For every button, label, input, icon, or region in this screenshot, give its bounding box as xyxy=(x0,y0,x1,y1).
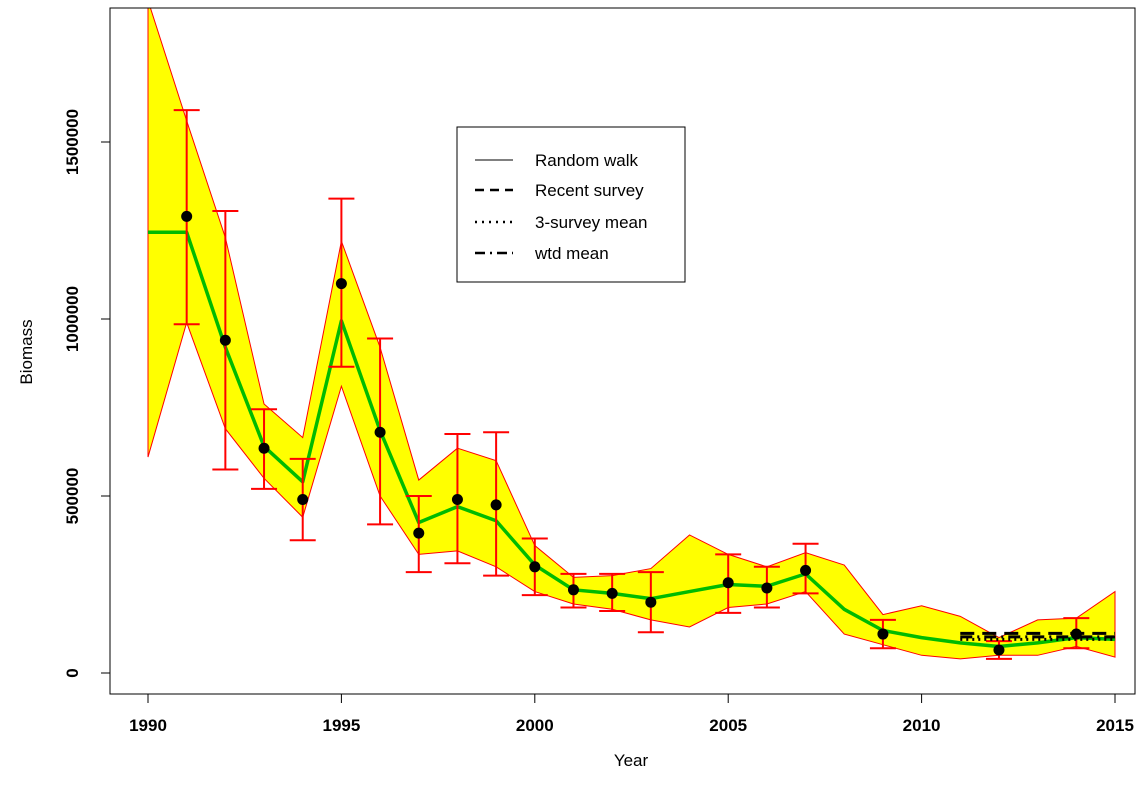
legend-box xyxy=(456,126,686,283)
confidence-band xyxy=(147,8,1116,660)
legend-label-3-survey-mean: 3-survey mean xyxy=(535,213,647,232)
x-axis-title: Year xyxy=(614,751,649,770)
survey-marker-1995 xyxy=(335,278,347,290)
survey-point-1993 xyxy=(251,408,278,490)
legend-label-wtd-mean: wtd mean xyxy=(534,244,609,263)
y-tick-label-500000: 500000 xyxy=(63,468,82,525)
survey-point-1995 xyxy=(328,197,355,368)
survey-marker-1996 xyxy=(374,426,386,438)
survey-point-2000 xyxy=(521,537,548,597)
survey-point-1999 xyxy=(483,431,510,577)
y-tick-label-1000000: 1000000 xyxy=(63,286,82,352)
survey-marker-2007 xyxy=(800,564,812,576)
survey-marker-2003 xyxy=(645,596,657,608)
survey-point-1991 xyxy=(173,109,200,326)
survey-marker-1994 xyxy=(297,494,309,506)
survey-marker-2006 xyxy=(761,582,773,594)
x-tick-label-2005: 2005 xyxy=(709,716,747,735)
survey-marker-1997 xyxy=(413,527,425,539)
survey-marker-1992 xyxy=(219,334,231,346)
survey-point-2006 xyxy=(753,565,780,609)
survey-marker-2000 xyxy=(529,561,541,573)
legend-label-recent-survey: Recent survey xyxy=(535,181,644,200)
legend: Random walk Recent survey 3-survey mean … xyxy=(456,126,686,283)
survey-point-2012 xyxy=(985,640,1012,660)
survey-marker-2012 xyxy=(993,644,1005,656)
x-tick-label-2010: 2010 xyxy=(903,716,941,735)
y-axis-title: Biomass xyxy=(17,319,36,384)
survey-point-1996 xyxy=(367,337,394,526)
x-tick-label-2015: 2015 xyxy=(1096,716,1134,735)
x-tick-label-2000: 2000 xyxy=(516,716,554,735)
y-tick-label-0: 0 xyxy=(63,668,82,677)
survey-point-2009 xyxy=(869,618,896,650)
survey-marker-1999 xyxy=(490,499,502,511)
survey-marker-1991 xyxy=(181,210,193,222)
survey-marker-1998 xyxy=(451,494,463,506)
survey-point-2007 xyxy=(792,542,819,595)
survey-point-1998 xyxy=(444,433,471,565)
legend-label-random-walk: Random walk xyxy=(535,151,638,170)
survey-marker-2001 xyxy=(567,584,579,596)
y-tick-label-1500000: 1500000 xyxy=(63,109,82,175)
survey-point-2003 xyxy=(637,571,664,634)
survey-marker-2005 xyxy=(722,577,734,589)
random-walk-line xyxy=(148,230,1116,649)
survey-point-1994 xyxy=(289,457,316,542)
survey-marker-2002 xyxy=(606,587,618,599)
survey-point-1992 xyxy=(212,210,239,471)
survey-point-1997 xyxy=(405,495,432,574)
survey-point-2005 xyxy=(715,553,742,614)
survey-point-2001 xyxy=(560,572,587,609)
x-tick-label-1995: 1995 xyxy=(322,716,360,735)
x-tick-label-1990: 1990 xyxy=(129,716,167,735)
survey-point-2002 xyxy=(599,572,626,613)
survey-marker-1993 xyxy=(258,442,270,454)
survey-marker-2009 xyxy=(877,628,889,640)
